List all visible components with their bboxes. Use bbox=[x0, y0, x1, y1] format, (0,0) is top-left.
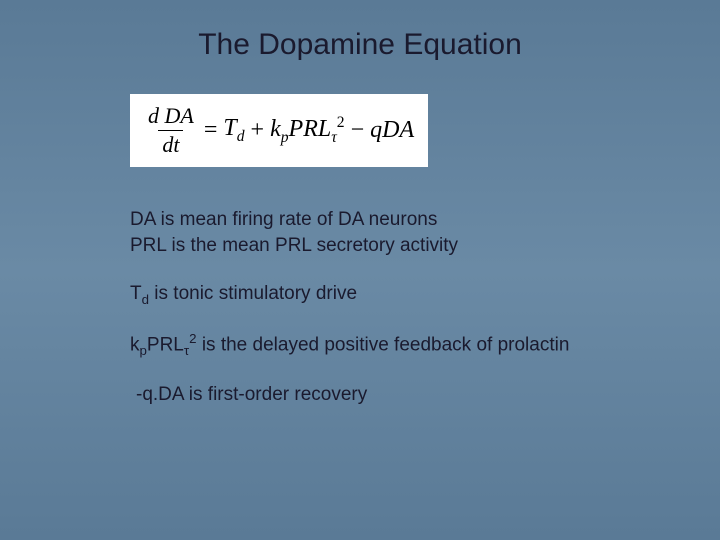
kp-prl: PRL bbox=[147, 335, 184, 356]
equation-numerator: d DA bbox=[144, 104, 198, 130]
equation-term2-prl: PRL bbox=[289, 116, 332, 142]
equation-term1-sub: d bbox=[237, 128, 245, 145]
para-recovery: -q.DA is first-order recovery bbox=[136, 382, 660, 408]
td-post: is tonic stimulatory drive bbox=[149, 283, 357, 304]
equation-minus: − bbox=[351, 117, 365, 144]
equation-term2-prlsup: 2 bbox=[337, 114, 345, 131]
equation-term2-k: k bbox=[270, 116, 281, 142]
body-text: DA is mean firing rate of DA neurons PRL… bbox=[130, 207, 660, 408]
line-prl-def: PRL is the mean PRL secretory activity bbox=[130, 233, 660, 259]
equation-denominator: dt bbox=[158, 130, 183, 157]
equation-term2-prlsub: τ bbox=[331, 129, 337, 146]
para-definitions: DA is mean firing rate of DA neurons PRL… bbox=[130, 207, 660, 258]
td-base: T bbox=[130, 283, 142, 304]
td-sub: d bbox=[142, 291, 149, 306]
equation-term2-ksub: p bbox=[281, 129, 289, 146]
para-feedback: kpPRLτ2 is the delayed positive feedback… bbox=[130, 330, 660, 360]
slide-title: The Dopamine Equation bbox=[60, 28, 660, 62]
line-da-def: DA is mean firing rate of DA neurons bbox=[130, 207, 660, 233]
equation: d DA dt = Td + kpPRLτ2 − qDA bbox=[144, 104, 414, 157]
equation-plus1: + bbox=[251, 117, 265, 144]
kp-sub: p bbox=[140, 344, 147, 359]
kp-post: is the delayed positive feedback of prol… bbox=[197, 335, 570, 356]
equation-term3: qDA bbox=[370, 117, 414, 144]
line-recovery: -q.DA is first-order recovery bbox=[136, 384, 367, 405]
equation-box: d DA dt = Td + kpPRLτ2 − qDA bbox=[130, 94, 428, 167]
kp-k: k bbox=[130, 335, 140, 356]
equation-term3-da: DA bbox=[382, 117, 414, 143]
equation-term1-base: T bbox=[223, 115, 236, 141]
kp-sup: 2 bbox=[189, 331, 196, 346]
equation-term3-q: q bbox=[370, 117, 382, 143]
equation-equals: = bbox=[204, 117, 218, 144]
slide: The Dopamine Equation d DA dt = Td + kpP… bbox=[0, 0, 720, 540]
equation-term2: kpPRLτ2 bbox=[270, 114, 345, 147]
para-tonic: Td is tonic stimulatory drive bbox=[130, 281, 660, 309]
equation-fraction: d DA dt bbox=[144, 104, 198, 157]
equation-term1: Td bbox=[223, 115, 244, 146]
